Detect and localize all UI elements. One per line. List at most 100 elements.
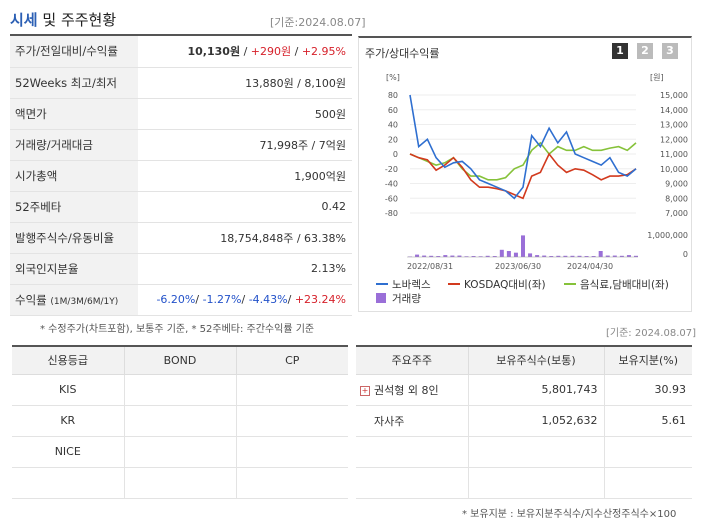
price-change: +290원 xyxy=(250,45,292,59)
table-row: 수익률 (1M/3M/6M/1Y) -6.20%/ -1.27%/ -4.43%… xyxy=(10,284,352,316)
row-value: 500원 xyxy=(138,98,352,130)
volume-bar xyxy=(415,254,420,257)
bond-rating xyxy=(123,405,236,437)
return-1m: -6.20% xyxy=(156,293,196,306)
row-label: 수익률 (1M/3M/6M/1Y) xyxy=(10,284,138,316)
volume-bar xyxy=(577,255,582,257)
left-axis-tick: 0 xyxy=(393,150,398,159)
volume-bar xyxy=(513,252,518,257)
chart-title: 주가/상대수익률 xyxy=(365,47,440,60)
volume-bar xyxy=(506,251,511,257)
chart-panel xyxy=(358,36,692,312)
table-row: 외국인지분율 2.13% xyxy=(10,253,352,285)
left-axis-tick: 60 xyxy=(388,106,398,115)
chart-tab-3[interactable]: 3 xyxy=(662,43,678,59)
right-axis-tick: 8,000 xyxy=(665,194,688,203)
holder-name: 자사주 xyxy=(356,405,468,437)
volume-bar xyxy=(499,249,504,257)
volume-axis-tick: 1,000,000 xyxy=(647,231,688,240)
table-row: KIS xyxy=(12,374,348,406)
return-values: -6.20%/ -1.27%/ -4.43%/ +23.24% xyxy=(138,284,352,316)
left-axis-tick: -80 xyxy=(385,209,398,218)
row-value: 13,880원 / 8,100원 xyxy=(138,67,352,99)
series-line-0 xyxy=(409,94,637,200)
holding-ratio xyxy=(603,436,692,468)
volume-bar xyxy=(450,255,455,257)
right-axis-unit: [원] xyxy=(650,73,664,82)
stock-chart: [%] [원] 80 60 40 20 0 -20 -40 -60 -80 15,000 14,0… xyxy=(376,73,688,305)
volume-bar xyxy=(457,255,462,257)
volume-bar xyxy=(598,251,603,257)
table-row: 주가/전일대비/수익률 10,130원 / +290원 / +2.95% xyxy=(10,36,352,68)
table-row: NICE xyxy=(12,436,348,468)
holding-ratio: 5.61 xyxy=(603,405,692,437)
expand-icon[interactable]: + xyxy=(360,385,370,396)
column-header: CP xyxy=(235,345,348,375)
return-3m: -1.27% xyxy=(202,293,242,306)
volume-bar xyxy=(563,255,568,257)
row-label: 52Weeks 최고/최저 xyxy=(10,67,138,99)
holding-footnote: * 보유지분 : 보유지분주식수/지수산정주식수×100 xyxy=(462,509,677,520)
row-value: 71,998주 / 7억원 xyxy=(138,129,352,161)
shares-held xyxy=(467,467,604,499)
row-label-sub: (1M/3M/6M/1Y) xyxy=(50,296,119,307)
price-footnote: * 수정주가(차트포함), 보통주 기준, * 52주베타: 주간수익률 기준 xyxy=(40,324,315,335)
legend-swatch xyxy=(376,293,386,303)
row-label: 발행주식수/유동비율 xyxy=(10,222,138,254)
column-header: BOND xyxy=(123,345,236,375)
left-axis-tick: 80 xyxy=(388,91,398,100)
volume-bar xyxy=(612,255,617,257)
volume-bar xyxy=(619,255,624,257)
major-shareholder-table: 주요주주 보유주식수(보통) 보유지분(%) + 권석형 외 8인 5,801,7… xyxy=(356,345,692,499)
row-label: 주가/전일대비/수익률 xyxy=(10,36,138,68)
bond-rating xyxy=(123,436,236,468)
chart-tab-1[interactable]: 1 xyxy=(612,43,628,59)
table-row: 거래량/거래대금 71,998주 / 7억원 xyxy=(10,129,352,161)
cp-rating xyxy=(235,436,348,468)
price-rate: +2.95% xyxy=(301,45,346,59)
table-header-row: 신용등급 BOND CP xyxy=(12,345,348,375)
holder-name xyxy=(356,436,468,468)
table-row xyxy=(12,467,348,499)
bond-rating xyxy=(123,467,236,499)
row-label: 시가총액 xyxy=(10,160,138,192)
reference-date-2: [기준: 2024.08.07] xyxy=(606,328,697,339)
chart-tab-2[interactable]: 2 xyxy=(637,43,653,59)
left-axis-tick: 40 xyxy=(388,121,398,130)
legend-label: 음식료,담배대비(좌) xyxy=(580,279,669,291)
shares-held: 5,801,743 xyxy=(467,374,604,406)
table-row: + 권석형 외 8인 5,801,743 30.93 xyxy=(356,374,692,406)
column-header: 보유지분(%) xyxy=(603,345,692,375)
legend-label: 노바렉스 xyxy=(392,279,431,291)
section-title: 시세 및 주주현황 xyxy=(10,9,116,30)
row-label: 거래량/거래대금 xyxy=(10,129,138,161)
rating-agency xyxy=(12,467,124,499)
volume-bar xyxy=(492,256,497,257)
volume-bar xyxy=(471,256,476,257)
x-axis-label: 2023/06/30 xyxy=(495,262,541,271)
table-row: 자사주 1,052,632 5.61 xyxy=(356,405,692,437)
right-axis-tick: 10,000 xyxy=(660,165,688,174)
volume-bar xyxy=(478,256,483,257)
right-axis-tick: 11,000 xyxy=(660,150,688,159)
left-axis-tick: -20 xyxy=(385,165,398,174)
volume-bar xyxy=(549,256,554,257)
volume-axis-tick: 0 xyxy=(683,250,688,259)
legend-label: KOSDAQ대비(좌) xyxy=(464,279,546,291)
table-row xyxy=(356,467,692,499)
row-label: 액면가 xyxy=(10,98,138,130)
return-6m: -4.43% xyxy=(248,293,288,306)
shares-held: 1,052,632 xyxy=(467,405,604,437)
x-axis-label: 2022/08/31 xyxy=(407,262,453,271)
return-1y: +23.24% xyxy=(294,293,346,306)
holding-ratio: 30.93 xyxy=(603,374,692,406)
table-row: 52Weeks 최고/최저 13,880원 / 8,100원 xyxy=(10,67,352,99)
row-label: 외국인지분율 xyxy=(10,253,138,285)
rating-agency: NICE xyxy=(12,436,124,468)
row-label: 52주베타 xyxy=(10,191,138,223)
volume-bar xyxy=(464,256,469,257)
title-main: 시세 xyxy=(10,11,38,29)
volume-bar xyxy=(485,255,490,257)
title-rest: 및 주주현황 xyxy=(37,11,117,29)
volume-bar xyxy=(521,235,525,257)
